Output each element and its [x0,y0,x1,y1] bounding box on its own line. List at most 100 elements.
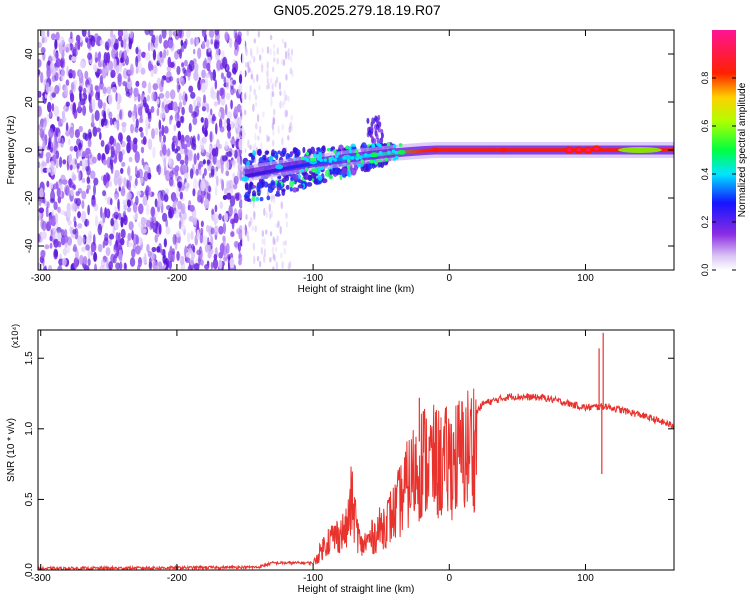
noise-speckle [68,138,71,145]
noise-speckle [272,129,275,137]
noise-speckle [144,164,149,173]
noise-speckle [60,69,65,82]
signal-blob [280,150,286,154]
ridge-point [499,147,508,153]
noise-speckle [246,230,249,239]
noise-speckle [49,235,53,242]
noise-speckle [83,87,87,95]
spectrogram-image [38,30,674,270]
signal-blob [317,174,323,181]
noise-speckle [54,38,58,50]
noise-speckle [254,101,258,108]
noise-speckle [111,86,117,93]
noise-speckle [218,225,224,235]
noise-speckle [196,152,200,161]
noise-speckle [290,55,293,63]
noise-speckle [70,187,75,197]
noise-speckle [46,180,50,188]
signal-hot [314,167,318,172]
noise-speckle [279,100,282,109]
noise-speckle [172,101,178,112]
noise-speckle [266,61,269,70]
noise-speckle [193,153,197,166]
noise-speckle [132,215,137,221]
noise-speckle [165,219,169,228]
noise-speckle [93,184,96,196]
noise-speckle [214,204,218,213]
noise-speckle [168,259,172,270]
noise-speckle [67,209,72,219]
noise-speckle [168,39,174,49]
noise-speckle [134,150,140,163]
noise-speckle [85,236,92,245]
noise-speckle [230,159,236,165]
noise-speckle [38,212,42,219]
noise-speckle [213,253,218,261]
noise-speckle [62,257,67,267]
noise-speckle [60,58,64,66]
noise-speckle [87,204,90,216]
noise-speckle [135,46,139,55]
snr-x-axis-label: Height of straight line (km) [298,584,415,595]
noise-speckle [218,118,223,129]
noise-speckle [236,228,242,235]
noise-speckle [278,81,282,91]
noise-speckle [151,91,156,102]
noise-speckle [161,30,167,39]
noise-speckle [55,31,60,41]
noise-speckle [184,38,188,46]
noise-speckle [132,141,138,153]
noise-speckle [38,207,45,214]
noise-speckle [147,82,152,94]
noise-speckle [163,49,167,59]
noise-speckle [95,72,100,79]
noise-speckle [73,79,78,86]
noise-speckle [46,66,51,79]
noise-speckle [284,240,287,246]
noise-speckle [115,221,119,230]
noise-speckle [106,86,112,95]
noise-speckle [210,235,214,247]
signal-hot [334,154,339,159]
signal-hot [346,159,351,163]
noise-speckle [122,124,126,133]
noise-speckle [146,243,150,253]
noise-speckle [284,50,288,60]
noise-speckle [260,246,264,256]
noise-speckle [69,226,72,234]
noise-speckle [79,60,85,69]
noise-speckle [193,178,198,190]
noise-speckle [209,130,213,143]
noise-speckle [137,106,143,116]
noise-speckle [42,197,46,204]
noise-speckle [95,91,100,101]
noise-speckle [185,181,188,188]
signal-blob [377,114,381,121]
noise-speckle [82,105,87,116]
noise-speckle [211,147,217,157]
noise-speckle [265,229,268,235]
noise-speckle [79,89,82,102]
noise-speckle [257,30,261,38]
noise-speckle [89,151,92,159]
noise-speckle [81,165,86,172]
signal-blob [267,186,274,194]
y-tick-label: -40 [24,238,35,253]
noise-speckle [192,116,198,126]
noise-speckle [227,130,231,139]
noise-speckle [266,84,269,90]
noise-speckle [167,250,173,261]
noise-speckle [197,133,200,142]
noise-speckle [53,48,56,57]
noise-speckle [202,159,206,165]
noise-speckle [229,195,236,207]
noise-speckle [210,227,215,235]
noise-speckle [90,241,97,253]
noise-speckle [219,143,222,150]
signal-hot [319,158,324,163]
signal-blob [321,178,328,184]
noise-speckle [57,231,62,242]
noise-speckle [232,79,237,85]
noise-speckle [271,83,274,91]
signal-blob [275,153,279,161]
